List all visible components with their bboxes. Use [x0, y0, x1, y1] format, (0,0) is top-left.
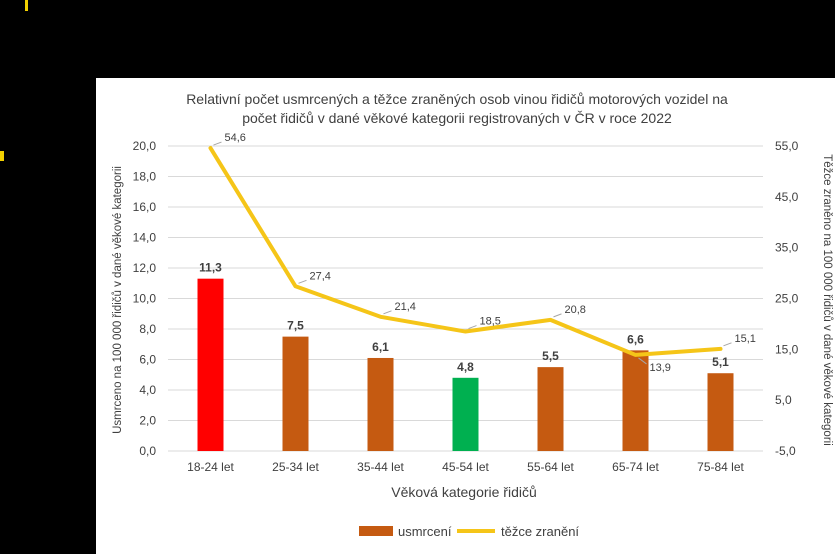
line-data-label: 27,4 — [310, 270, 331, 282]
y-right-tick-label: 15,0 — [775, 342, 799, 356]
bar-data-label: 5,5 — [542, 349, 559, 363]
bar-data-label: 4,8 — [457, 360, 474, 374]
bar-series — [197, 278, 734, 451]
line-label-leader — [213, 141, 222, 146]
x-tick-label: 55-64 let — [527, 460, 574, 474]
line-tezce-zraneni — [208, 146, 723, 357]
y-left-tick-label: 8,0 — [139, 322, 156, 336]
corner-marker-left — [0, 151, 4, 161]
bar-45-54 let — [452, 377, 479, 451]
y-left-tick-label: 20,0 — [133, 139, 157, 153]
line-label-leader — [553, 313, 562, 318]
bar-18-24 let — [197, 278, 224, 451]
y-right-tick-label: 35,0 — [775, 241, 799, 255]
bar-65-74 let — [622, 350, 649, 451]
x-tick-label: 25-34 let — [272, 460, 319, 474]
line-data-label: 21,4 — [395, 301, 416, 313]
bar-75-84 let — [707, 373, 734, 451]
bar-data-label: 7,5 — [287, 319, 304, 333]
line-label-leader — [298, 279, 307, 284]
data-labels: 11,3 7,5 6,1 4,8 5,5 6,6 5,1 54,6 27,4 21,4 18,5 20… — [199, 132, 756, 374]
y-left-tick-label: 0,0 — [139, 444, 156, 458]
y-right-tick-label: 5,0 — [775, 393, 792, 407]
grid-lines — [168, 145, 763, 452]
x-tick-label: 45-54 let — [442, 460, 489, 474]
chart-panel: Relativní počet usmrcených a těžce zraně… — [96, 78, 835, 554]
x-axis-label: Věková kategorie řidičů — [391, 484, 537, 500]
y-left-tick-label: 10,0 — [133, 292, 157, 306]
line-data-label: 15,1 — [735, 333, 756, 345]
line-data-label: 54,6 — [225, 132, 246, 144]
y-right-tick-label: -5,0 — [775, 444, 796, 458]
legend-swatch-usmrceni — [359, 526, 393, 536]
y-left-tick-label: 16,0 — [133, 200, 157, 214]
y-right-tick-label: 45,0 — [775, 190, 799, 204]
corner-marker-top — [25, 0, 28, 11]
bar-data-label: 5,1 — [712, 355, 729, 369]
line-label-leader — [383, 310, 392, 315]
y-left-tick-label: 4,0 — [139, 383, 156, 397]
x-tick-label: 75-84 let — [697, 460, 744, 474]
legend-label-usmrceni: usmrcení — [398, 524, 452, 539]
line-label-leader — [468, 325, 477, 330]
axis-ticks: 0,0 2,0 4,0 6,0 8,0 10,0 12,0 14,0 16,0 18,0 20,0 -… — [133, 139, 799, 474]
legend-label-tezce-zraneni: těžce zranění — [501, 524, 579, 539]
y-left-tick-label: 18,0 — [133, 170, 157, 184]
y-axis-left-label: Usmrceno na 100 000 řidičů v dané věkové… — [112, 166, 124, 434]
bar-data-label: 11,3 — [199, 261, 222, 275]
chart-title-line-2: počet řidičů v dané věkové kategorii reg… — [242, 110, 672, 126]
line-data-label: 18,5 — [480, 316, 501, 328]
x-tick-label: 35-44 let — [357, 460, 404, 474]
line-label-leader — [638, 357, 647, 365]
bar-25-34 let — [282, 336, 309, 451]
line-series — [208, 146, 723, 357]
chart-svg: Relativní počet usmrcených a těžce zraně… — [112, 91, 833, 539]
y-right-tick-label: 25,0 — [775, 292, 799, 306]
line-data-label: 13,9 — [650, 362, 671, 374]
line-label-leader — [723, 342, 732, 347]
bar-data-label: 6,6 — [627, 332, 644, 346]
x-tick-label: 18-24 let — [187, 460, 234, 474]
y-right-tick-label: 55,0 — [775, 139, 799, 153]
x-tick-label: 65-74 let — [612, 460, 659, 474]
bar-55-64 let — [537, 367, 564, 451]
chart-title-line-1: Relativní počet usmrcených a těžce zraně… — [186, 91, 728, 107]
y-axis-right-label: Těžce zraněno na 100 000 řidičů v dané v… — [821, 154, 833, 446]
y-left-tick-label: 14,0 — [133, 231, 157, 245]
bar-data-label: 6,1 — [372, 340, 389, 354]
legend: usmrcení těžce zranění — [359, 524, 579, 539]
y-left-tick-label: 6,0 — [139, 353, 156, 367]
y-left-tick-label: 2,0 — [139, 414, 156, 428]
line-data-label: 20,8 — [565, 304, 586, 316]
bar-35-44 let — [367, 357, 394, 451]
y-left-tick-label: 12,0 — [133, 261, 157, 275]
